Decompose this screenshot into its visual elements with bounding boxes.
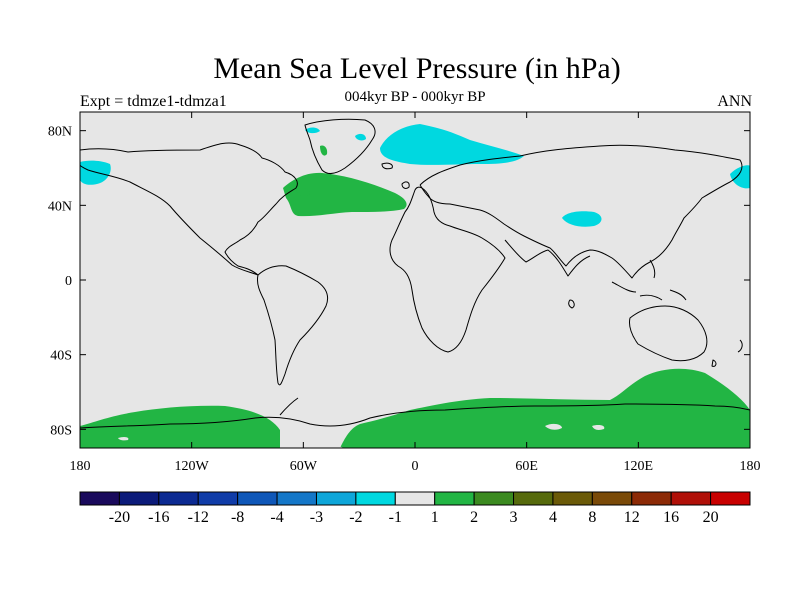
- coastline-australia: [629, 305, 708, 362]
- colorbar-swatch: [118, 491, 160, 506]
- lon-tick-label: 180: [740, 459, 761, 474]
- anomaly-gap-patch: [118, 436, 129, 441]
- axis-ticks: [79, 112, 751, 448]
- colorbar-swatch: [355, 491, 396, 506]
- colorbar-swatch: [552, 491, 593, 506]
- lon-tick-label: 0: [412, 459, 419, 474]
- colorbar-swatch: [394, 491, 436, 506]
- colorbar-label: 1: [431, 509, 439, 526]
- coastline-antarctica: [80, 403, 750, 429]
- anomaly-region-antarctic: [340, 368, 750, 448]
- colorbar-swatch: [670, 491, 712, 506]
- axis-tick-labels: 80N 40N 0 40S 80S 180 120W 60W 0 60E 120E 180: [48, 125, 761, 474]
- coastline-south-asia: [504, 239, 591, 277]
- colorbar-swatch: [197, 491, 239, 506]
- colorbar-label: -2: [349, 509, 362, 526]
- colorbar-swatch: [473, 491, 515, 506]
- colorbar-label: 3: [510, 509, 518, 526]
- colorbar-label: 20: [703, 509, 719, 526]
- colorbar-label: -1: [389, 509, 402, 526]
- colorbar-label: -8: [231, 509, 244, 526]
- lat-tick-label: 40N: [48, 199, 72, 214]
- coastline-islands: [381, 162, 743, 367]
- lat-tick-label: 0: [65, 274, 72, 289]
- lon-tick-label: 180: [70, 459, 91, 474]
- anomaly-region-tibet: [562, 211, 602, 227]
- colorbar-label: -20: [109, 509, 130, 526]
- anomaly-region-labrador: [296, 188, 310, 197]
- colorbar-swatch: [434, 491, 475, 506]
- map-subtitle: 004kyr BP - 000kyr BP: [344, 89, 486, 105]
- anomaly-region-arctic-small-b: [355, 133, 366, 141]
- coastline-greenland: [304, 118, 376, 175]
- colorbar-swatch: [315, 491, 357, 506]
- colorbar-label: 12: [624, 509, 640, 526]
- colorbar-label: -3: [310, 509, 323, 526]
- colorbar-swatch: [276, 491, 317, 506]
- colorbar: -20 -16 -12 -8 -4 -3 -2 -1 1 2 3 4 8 12 16 20: [79, 491, 751, 526]
- anomaly-region-alaska: [80, 160, 111, 185]
- experiment-label: Expt = tdmze1-tdmza1: [80, 93, 227, 110]
- colorbar-label: -12: [188, 509, 209, 526]
- colorbar-swatch: [631, 491, 672, 506]
- colorbar-swatch: [710, 491, 751, 506]
- anomaly-region-north-atlantic: [283, 172, 407, 217]
- colorbar-label: 16: [663, 509, 679, 526]
- coastline-eurafrica: [389, 186, 506, 353]
- colorbar-swatch: [591, 491, 633, 506]
- anomaly-region-siberia-east: [730, 165, 750, 189]
- anomaly-gap-patch: [282, 420, 344, 448]
- colorbar-label: 2: [470, 509, 478, 526]
- coastline-antarctic-peninsula: [279, 397, 299, 416]
- colorbar-label: -16: [148, 509, 169, 526]
- lon-tick-label: 60E: [515, 459, 538, 474]
- coastline-north-america: [80, 142, 298, 276]
- coastlines: [80, 118, 750, 429]
- coastline-south-america: [257, 265, 329, 386]
- anomaly-gap-patch: [592, 425, 605, 430]
- season-label: ANN: [717, 93, 752, 110]
- anomaly-region-arctic-small-a: [305, 127, 320, 134]
- lon-tick-label: 120W: [175, 459, 210, 474]
- lat-tick-label: 80N: [48, 125, 72, 140]
- colorbar-swatch: [79, 491, 120, 506]
- colorbar-label: 4: [549, 509, 557, 526]
- map-title: Mean Sea Level Pressure (in hPa): [213, 52, 621, 85]
- lat-tick-label: 80S: [50, 423, 72, 438]
- anomaly-region-greenland-small: [320, 145, 328, 156]
- lat-tick-label: 40S: [50, 349, 72, 364]
- colorbar-swatch: [158, 491, 199, 506]
- colorbar-swatch: [513, 491, 554, 506]
- map-plot-area: [80, 112, 750, 448]
- lon-tick-label: 60W: [290, 459, 318, 474]
- anomaly-region-southern-pacific: [80, 405, 280, 448]
- colorbar-label: 8: [588, 509, 596, 526]
- coastline-eurasia: [419, 144, 743, 279]
- anomaly-region-arctic: [380, 124, 524, 165]
- lon-tick-label: 120E: [624, 459, 654, 474]
- coastline-maritime-asia: [611, 259, 687, 301]
- anomaly-gap-patch: [545, 423, 562, 430]
- colorbar-label: -4: [270, 509, 283, 526]
- colorbar-swatch: [237, 491, 278, 506]
